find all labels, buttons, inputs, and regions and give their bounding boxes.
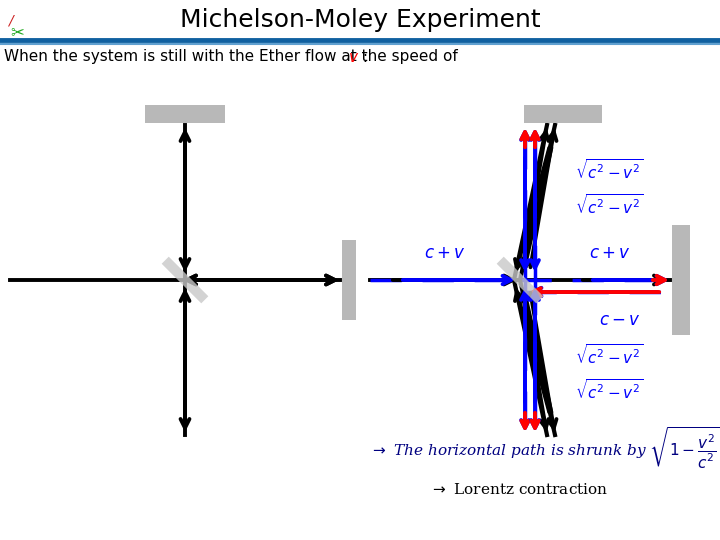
Polygon shape: [162, 256, 208, 303]
Bar: [342, 240, 356, 320]
Text: ✂: ✂: [10, 23, 24, 41]
Text: $\sqrt{c^2 - v^2}$: $\sqrt{c^2 - v^2}$: [575, 343, 644, 367]
Text: /: /: [8, 13, 13, 27]
Text: $\rightarrow$ The horizontal path is shrunk by $\sqrt{1 - \dfrac{v^2}{c^2}}$: $\rightarrow$ The horizontal path is shr…: [370, 426, 720, 471]
Text: $\sqrt{c^2 - v^2}$: $\sqrt{c^2 - v^2}$: [575, 193, 644, 217]
Text: $\rightarrow$ Lorentz contraction: $\rightarrow$ Lorentz contraction: [430, 483, 608, 497]
Text: v: v: [349, 50, 358, 64]
Bar: [672, 225, 690, 335]
Text: :: :: [358, 50, 368, 64]
Bar: [145, 105, 225, 123]
Text: $c + v$: $c + v$: [589, 245, 631, 262]
Text: $\sqrt{c^2 - v^2}$: $\sqrt{c^2 - v^2}$: [575, 378, 644, 402]
Polygon shape: [497, 256, 544, 303]
Text: $c - v$: $c - v$: [599, 312, 641, 329]
Bar: [524, 105, 602, 123]
Text: When the system is still with the Ether flow at the speed of: When the system is still with the Ether …: [4, 50, 463, 64]
Text: $c + v$: $c + v$: [424, 245, 466, 262]
Text: $\sqrt{c^2 - v^2}$: $\sqrt{c^2 - v^2}$: [575, 158, 644, 182]
Text: Michelson-Moley Experiment: Michelson-Moley Experiment: [180, 8, 540, 32]
